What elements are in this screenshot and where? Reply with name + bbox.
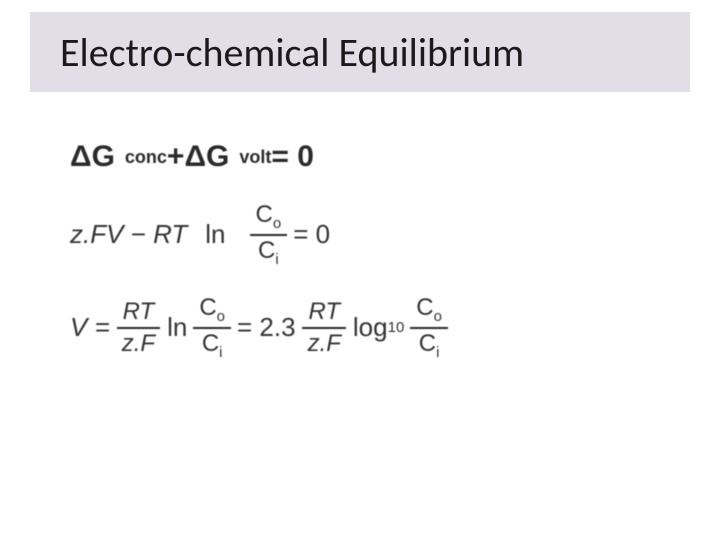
eq3-c2-num-sub: o: [434, 308, 442, 325]
eq3-c2-den: C: [419, 330, 436, 357]
eq3-frac2-den: z.F: [302, 329, 347, 356]
eq1-sub-conc: conc: [125, 147, 167, 168]
eq3-ln: ln: [167, 312, 187, 343]
equation-2: z.FV − RT ln Co Ci = 0: [70, 202, 670, 267]
eq3-c2-den-sub: i: [436, 343, 439, 360]
eq1-dg2: ΔG: [184, 140, 229, 174]
eq3-frac1: RT z.F: [116, 299, 161, 355]
eq2-frac: Co Ci: [250, 202, 288, 267]
eq2-den-sub: i: [275, 250, 278, 267]
eq1-sub-volt: volt: [239, 147, 271, 168]
eq2-lhs: z.FV − RT: [70, 219, 187, 250]
eq3-frac2-num: RT: [302, 299, 346, 328]
eq2-den: C: [258, 237, 275, 264]
equation-area: ΔG conc + ΔG volt = 0 z.FV − RT ln Co Ci: [70, 140, 670, 388]
eq2-ln: ln: [205, 219, 225, 250]
eq3-frac1-den: z.F: [116, 329, 161, 356]
eq3-fracC2: Co Ci: [410, 295, 448, 360]
eq3-c1-den: C: [202, 330, 219, 357]
eq3-c1-num: C: [199, 294, 216, 321]
page-title: Electro-chemical Equilibrium: [60, 28, 524, 77]
eq2-rhs: = 0: [293, 219, 330, 250]
eq3-c1-den-sub: i: [219, 343, 222, 360]
eq3-frac2: RT z.F: [302, 299, 347, 355]
eq3-V: V =: [70, 312, 110, 343]
eq3-frac1-num: RT: [117, 299, 161, 328]
eq3-eq: = 2.3: [237, 312, 296, 343]
slide: Electro-chemical Equilibrium ΔG conc + Δ…: [0, 0, 720, 540]
equation-3: V = RT z.F ln Co Ci = 2.3 RT z.F log10: [70, 295, 670, 360]
eq3-fracC1: Co Ci: [193, 295, 231, 360]
eq1-plus: +: [167, 140, 185, 174]
eq3-log-sub: 10: [388, 319, 405, 336]
eq2-num: C: [256, 201, 273, 228]
eq1-eqzero: = 0: [271, 140, 314, 174]
eq3-c2-num: C: [416, 294, 433, 321]
eq3-log: log: [353, 312, 388, 343]
equation-1: ΔG conc + ΔG volt = 0: [70, 140, 670, 174]
title-band: Electro-chemical Equilibrium: [30, 12, 690, 92]
eq1-dg1: ΔG: [70, 140, 115, 174]
eq3-c1-num-sub: o: [217, 308, 225, 325]
eq2-num-sub: o: [273, 215, 281, 232]
